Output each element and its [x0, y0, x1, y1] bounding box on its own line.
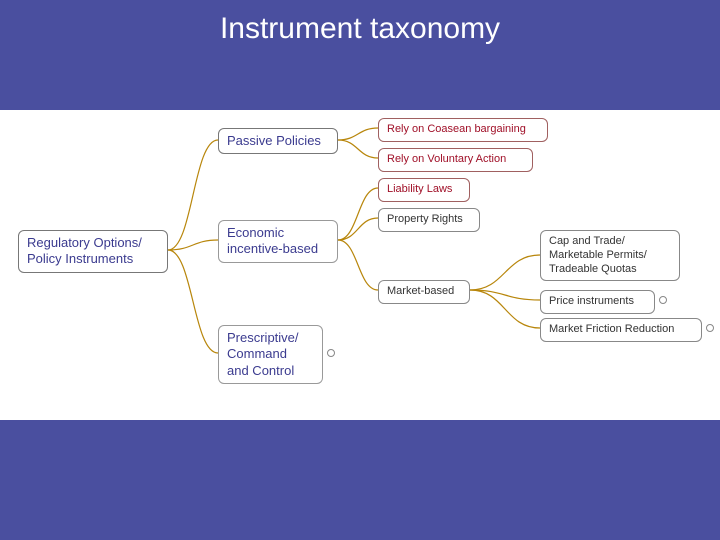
diagram-area: Regulatory Options/ Policy Instruments Pa… [0, 110, 720, 420]
expand-port-fric[interactable] [706, 324, 714, 332]
slide-title: Instrument taxonomy [0, 12, 720, 46]
edge-mkt-fric [470, 290, 540, 328]
edge-passive-vol [338, 140, 378, 158]
edge-passive-coase [338, 128, 378, 140]
edge-mkt-cap [470, 255, 540, 290]
edge-mkt-price [470, 290, 540, 300]
node-cmd: Prescriptive/ Command and Control [218, 325, 323, 384]
node-prop: Property Rights [378, 208, 480, 232]
edge-root-cmd [168, 250, 218, 353]
node-price: Price instruments [540, 290, 655, 314]
edge-econ-prop [338, 218, 378, 240]
expand-port-price[interactable] [659, 296, 667, 304]
slide: Instrument taxonomy Regulatory Options/ … [0, 0, 720, 540]
node-cap: Cap and Trade/ Marketable Permits/ Trade… [540, 230, 680, 281]
node-fric: Market Friction Reduction [540, 318, 702, 342]
node-mkt: Market-based [378, 280, 470, 304]
edge-root-passive [168, 140, 218, 250]
expand-port-cmd[interactable] [327, 349, 335, 357]
node-passive: Passive Policies [218, 128, 338, 154]
edge-root-econ [168, 240, 218, 250]
node-vol: Rely on Voluntary Action [378, 148, 533, 172]
node-liab: Liability Laws [378, 178, 470, 202]
node-econ: Economic incentive-based [218, 220, 338, 263]
edge-econ-liab [338, 188, 378, 240]
edge-econ-mkt [338, 240, 378, 290]
node-coase: Rely on Coasean bargaining [378, 118, 548, 142]
node-root: Regulatory Options/ Policy Instruments [18, 230, 168, 273]
